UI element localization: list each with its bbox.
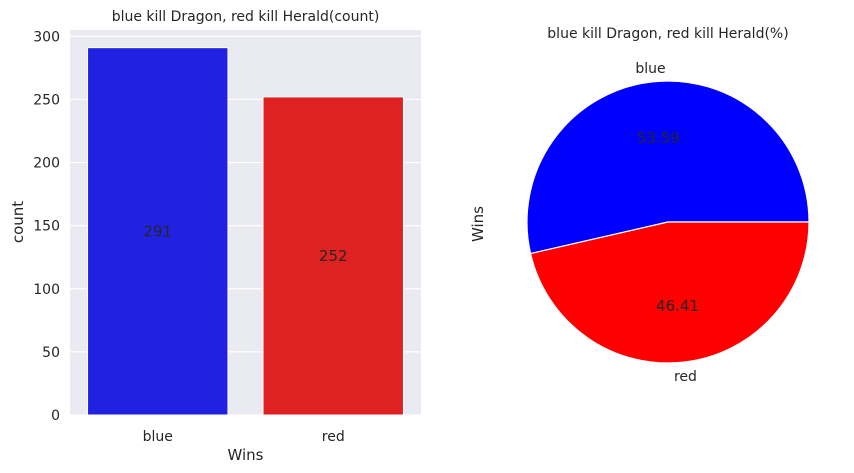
bar-y-ticks: 0 50 100 150 200 250 300 xyxy=(33,29,60,424)
pie-category-label: red xyxy=(674,369,697,385)
pie-category-label: blue xyxy=(635,61,665,77)
bar-x-tick-label: blue xyxy=(143,429,173,445)
bar-y-tick-label: 300 xyxy=(33,29,60,45)
bar-red xyxy=(262,96,404,416)
bar-x-ticks: blue red xyxy=(143,429,345,445)
pie-category-labels: blue red xyxy=(635,61,697,385)
bar-series xyxy=(87,47,404,416)
bar-y-tick-label: 200 xyxy=(33,156,60,172)
bar-data-label: 291 xyxy=(143,222,172,240)
bar-blue xyxy=(87,47,229,416)
bar-y-tick-label: 150 xyxy=(33,219,60,235)
bar-x-tick-label: red xyxy=(322,429,345,445)
bar-x-axis-label: Wins xyxy=(228,446,264,464)
pie-percent-label: 53.59 xyxy=(637,129,680,147)
bar-chart: 0 50 100 150 200 250 300 blue red 291 252 blue k… xyxy=(9,9,421,464)
bar-y-axis-label: count xyxy=(9,201,27,243)
pie-percent-label: 46.41 xyxy=(656,297,699,315)
pie-slices xyxy=(526,80,810,364)
pie-slice-blue xyxy=(526,80,810,255)
pie-chart-title: blue kill Dragon, red kill Herald(%) xyxy=(547,26,788,42)
bar-y-tick-label: 100 xyxy=(33,282,60,298)
pie-y-axis-label: Wins xyxy=(469,206,487,242)
bar-chart-title: blue kill Dragon, red kill Herald(count) xyxy=(112,9,380,25)
pie-slice-red xyxy=(529,221,810,364)
bar-data-label: 252 xyxy=(319,247,348,265)
bar-data-labels: 291 252 xyxy=(143,222,347,265)
pie-chart: blue kill Dragon, red kill Herald(%) Win… xyxy=(469,26,810,385)
bar-y-tick-label: 50 xyxy=(42,345,60,361)
pie-percent-labels: 53.59 46.41 xyxy=(637,129,699,315)
bar-y-tick-label: 0 xyxy=(51,408,60,424)
bar-y-tick-label: 250 xyxy=(33,92,60,108)
